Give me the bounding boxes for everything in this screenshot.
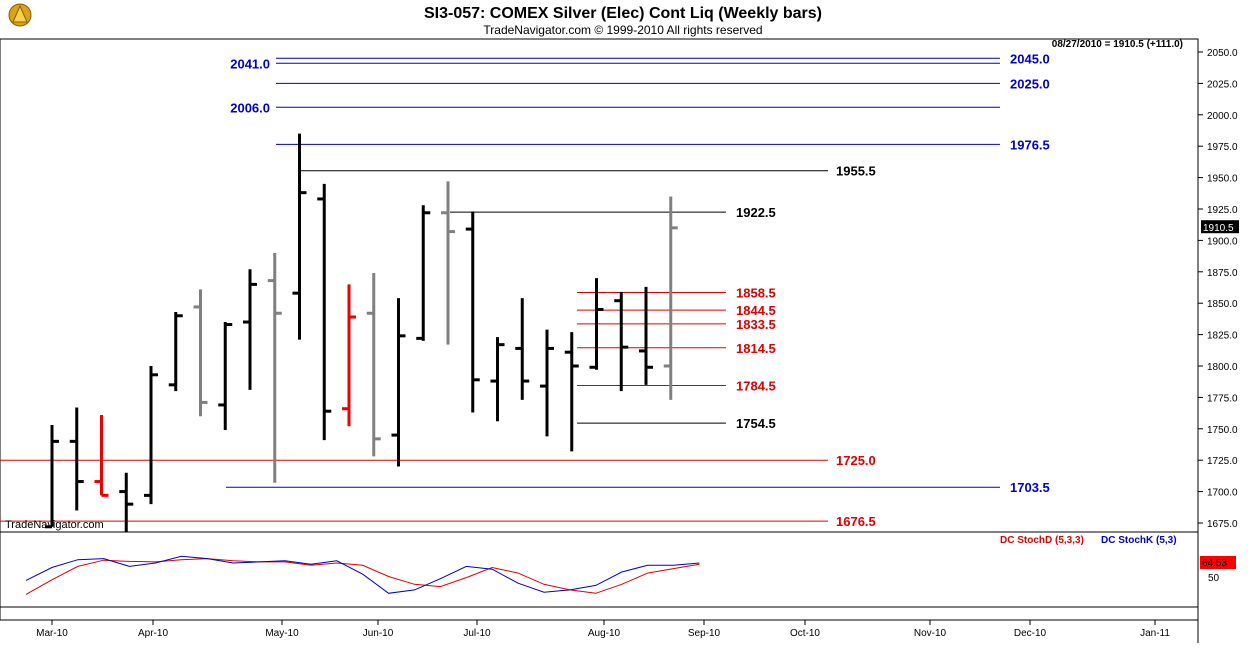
level-label: 2006.0 — [230, 100, 270, 115]
level-label: 1754.5 — [736, 416, 776, 431]
time-tick-label: Nov-10 — [914, 628, 947, 639]
level-label: 1858.5 — [736, 286, 776, 301]
ohlc-bar — [168, 311, 183, 392]
ohlc-bar — [639, 286, 653, 385]
time-tick-label: Aug-10 — [588, 628, 621, 639]
stoch-k-line — [25, 555, 700, 594]
ohlc-bar — [515, 298, 530, 400]
ohlc-bar — [391, 298, 406, 467]
time-tick-label: Dec-10 — [1014, 628, 1047, 639]
price-tick-label: 1675.0 — [1207, 519, 1238, 530]
level-label: 1844.5 — [736, 303, 776, 318]
time-tick-label: Sep-10 — [688, 628, 721, 639]
stochastic-lines — [25, 555, 700, 595]
ohlc-bar — [193, 289, 208, 417]
price-tick-label: 2050.0 — [1207, 48, 1238, 59]
ohlc-bar — [589, 278, 604, 370]
stochastic-panel: DC StochD (5,3,3) DC StochK (5,3) 50 64.… — [0, 531, 1236, 621]
trade-navigator-logo — [8, 3, 32, 27]
stoch-k-legend: DC StochK (5,3) — [1101, 535, 1177, 546]
price-tick-label: 1825.0 — [1207, 331, 1238, 342]
date-readout: 08/27/2010 = 1910.5 (+111.0) — [1052, 39, 1183, 50]
ohlc-bar — [416, 205, 431, 341]
level-label: 2045.0 — [1010, 51, 1050, 66]
level-label: 1676.5 — [836, 514, 876, 529]
ohlc-bar — [663, 196, 678, 400]
stoch-d-line — [25, 558, 700, 595]
ohlc-bar — [267, 252, 282, 483]
ohlc-bar — [144, 366, 158, 505]
stoch-d-legend: DC StochD (5,3,3) — [1000, 535, 1084, 546]
price-tick-label: 2025.0 — [1207, 79, 1238, 90]
level-label: 1955.5 — [836, 164, 876, 179]
price-tick-label: 1975.0 — [1207, 142, 1238, 153]
level-label: 1976.5 — [1010, 137, 1050, 152]
level-label: 2041.0 — [230, 56, 270, 71]
time-tick-label: May-10 — [265, 628, 299, 639]
time-tick-label: Jun-10 — [363, 628, 394, 639]
ohlc-bar — [45, 425, 59, 529]
ohlc-bar — [366, 273, 381, 457]
time-tick-label: Apr-10 — [138, 628, 168, 639]
time-tick-label: Jul-10 — [463, 628, 491, 639]
ohlc-bar — [441, 181, 455, 345]
price-tick-label: 1850.0 — [1207, 299, 1238, 310]
price-axis: 1675.0 1700.0 1725.0 1750.0 1775.0 1800.0 1825… — [1197, 39, 1239, 643]
ohlc-bar — [94, 414, 109, 497]
ohlc-bar — [564, 332, 579, 452]
level-label: 1725.0 — [836, 453, 876, 468]
price-tick-label: 1750.0 — [1207, 425, 1238, 436]
ohlc-bar — [119, 472, 134, 532]
time-tick-label: Jan-11 — [1140, 628, 1170, 639]
level-label: 2025.0 — [1010, 76, 1050, 91]
ohlc-bar — [540, 329, 554, 437]
stoch-tick-50: 50 — [1208, 573, 1220, 584]
ohlc-bar — [465, 211, 480, 413]
price-tick-label: 1700.0 — [1207, 488, 1238, 499]
time-axis: Mar-10 Apr-10 May-10 Jun-10 Jul-10 Aug-10 Sep-… — [36, 620, 1170, 639]
watermark: TradeNavigator.com — [5, 519, 104, 531]
stoch-last-value: 64.53 — [1202, 558, 1227, 569]
chart-title: SI3-057: COMEX Silver (Elec) Cont Liq (W… — [424, 5, 822, 22]
price-tick-label: 2000.0 — [1207, 111, 1238, 122]
level-label: 1703.5 — [1010, 480, 1050, 495]
time-tick-label: Mar-10 — [36, 628, 68, 639]
price-tick-label: 1775.0 — [1207, 393, 1238, 404]
price-tick-label: 1925.0 — [1207, 205, 1238, 216]
price-tick-label: 1900.0 — [1207, 236, 1238, 247]
price-tick-label: 1950.0 — [1207, 174, 1238, 185]
price-tick-label: 1800.0 — [1207, 362, 1238, 373]
level-label: 1833.5 — [736, 317, 776, 332]
time-tick-label: Oct-10 — [790, 628, 820, 639]
ohlc-bars — [45, 133, 678, 532]
chart-subtitle: TradeNavigator.com © 1999-2010 All right… — [483, 23, 762, 37]
level-label: 1814.5 — [736, 341, 776, 356]
last-price-box — [1201, 220, 1239, 234]
ohlc-bar — [342, 284, 356, 427]
level-label: 1922.5 — [736, 205, 776, 220]
last-price-label: 1910.5 — [1203, 223, 1234, 234]
ohlc-bar — [69, 407, 84, 511]
ohlc-bar — [292, 133, 307, 340]
price-tick-label: 1725.0 — [1207, 456, 1238, 467]
ohlc-bar — [243, 269, 257, 390]
price-tick-label: 1875.0 — [1207, 268, 1238, 279]
ohlc-bar — [317, 183, 332, 441]
level-label: 1784.5 — [736, 378, 776, 393]
price-levels: 2045.0 2041.0 2025.0 2006.0 1976.5 1955.5 1922… — [0, 51, 1050, 529]
ohlc-bar — [490, 337, 505, 422]
ohlc-bar — [614, 291, 629, 392]
ohlc-bar — [218, 322, 233, 431]
